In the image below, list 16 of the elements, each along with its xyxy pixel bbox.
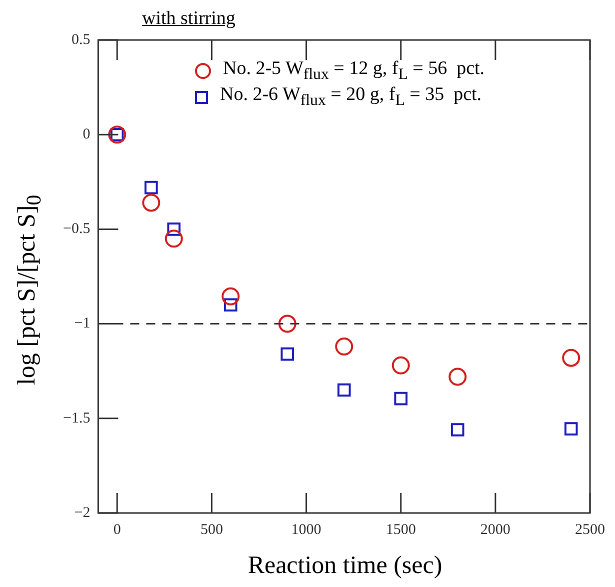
chart-title: with stirring (142, 8, 236, 30)
x-tick-label: 2000 (480, 522, 510, 538)
y-tick-label: −2 (74, 504, 90, 521)
y-tick-label: −1 (74, 316, 90, 332)
y-tick-label: 0 (82, 126, 90, 143)
x-tick-label: 1500 (386, 522, 416, 538)
y-tick-label: 0.5 (71, 32, 90, 48)
legend-label: No. 2-5 W$_{flux}$ = 12 g, f$_{L}$ = 56 pct. (223, 58, 485, 84)
y-tick-label: −1.5 (62, 410, 90, 426)
x-tick-label: 500 (200, 522, 223, 538)
x-tick-label: 2500 (575, 522, 605, 538)
x-tick-label: 0 (113, 522, 121, 538)
legend-label: No. 2-6 W$_{flux}$ = 20 g, f$_{L}$ = 35 pct. (220, 84, 482, 110)
x-axis-title: Reaction time (sec) (248, 552, 442, 580)
y-tick-label: −0.5 (62, 221, 90, 238)
x-tick-label: 1000 (291, 522, 322, 538)
